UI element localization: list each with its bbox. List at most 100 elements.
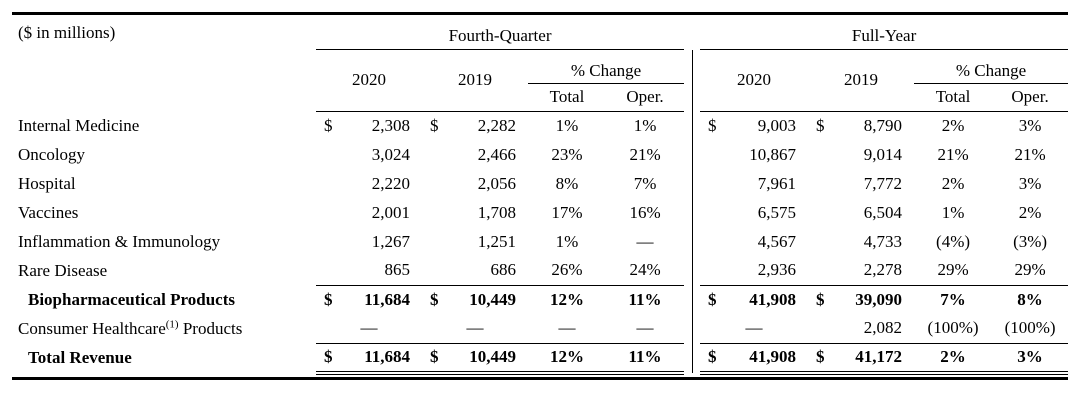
fy-total-change-cell: (100%) bbox=[927, 318, 979, 338]
fy-oper-change-cell: 3% bbox=[1018, 173, 1042, 193]
fq-2020-cell: 1,267 bbox=[371, 231, 410, 251]
currency-symbol: $ bbox=[324, 346, 333, 366]
fy-oper-column-header: Oper. bbox=[992, 83, 1069, 112]
fq-2020-cell: $11,684 bbox=[316, 343, 422, 375]
fy-total-change-cell: 7% bbox=[914, 285, 993, 315]
row-hospital: Hospital 2,220 2,056 8% 7% 7,961 7,772 2… bbox=[12, 169, 1068, 199]
cell-value: 41,908 bbox=[749, 346, 797, 366]
currency-symbol: $ bbox=[816, 115, 825, 135]
fy-total-change-cell: 1% bbox=[941, 202, 965, 222]
cell-value: 39,090 bbox=[855, 289, 903, 309]
cell-value: 10,449 bbox=[469, 346, 516, 366]
fy-2019-cell: $41,172 bbox=[808, 343, 915, 375]
section-gap bbox=[684, 14, 700, 50]
row-consumer-healthcare-products: Consumer Healthcare(1) Products — — — — … bbox=[12, 314, 1068, 344]
fy-2020-cell: $41,908 bbox=[700, 285, 809, 315]
bottom-filler-row bbox=[12, 373, 1068, 379]
fy-total-change-cell: 2% bbox=[941, 173, 965, 193]
fq-2020-cell: $11,684 bbox=[316, 285, 422, 315]
row-label: Consumer Healthcare(1) Products bbox=[12, 315, 316, 344]
fq-total-change-cell: 23% bbox=[551, 144, 583, 164]
fq-2020-column-header: 2020 bbox=[316, 49, 422, 112]
section-divider bbox=[684, 111, 700, 141]
fq-total-change-cell: 17% bbox=[551, 202, 583, 222]
full-year-group-header: Full-Year bbox=[700, 13, 1069, 50]
fy-2019-column-header: 2019 bbox=[808, 49, 915, 112]
label-text: Consumer Healthcare bbox=[18, 318, 166, 338]
fy-2019-cell: 2,082 bbox=[863, 318, 903, 338]
fq-total-change-cell: 1% bbox=[555, 231, 579, 251]
fy-oper-change-cell: 3% bbox=[1018, 115, 1042, 135]
fq-total-change-cell: — bbox=[558, 318, 576, 338]
section-divider bbox=[684, 227, 700, 257]
fy-oper-change-cell: 29% bbox=[1014, 260, 1046, 280]
revenue-table-container: ($ in millions) Fourth-Quarter Full-Year… bbox=[12, 12, 1069, 380]
fy-2019-cell: 6,504 bbox=[863, 202, 903, 222]
fy-2019-cell: 9,014 bbox=[863, 144, 903, 164]
fy-oper-change-cell: 21% bbox=[1014, 144, 1046, 164]
fq-total-change-cell: 12% bbox=[528, 343, 606, 375]
fq-total-change-cell: 1% bbox=[555, 115, 579, 135]
row-biopharmaceutical-products: Biopharmaceutical Products $11,684 $10,4… bbox=[12, 285, 1069, 315]
cell-value: 11,684 bbox=[364, 346, 410, 366]
section-divider bbox=[684, 169, 700, 199]
row-label: Total Revenue bbox=[28, 347, 132, 367]
fq-2019-cell: $10,449 bbox=[422, 285, 528, 315]
currency-symbol: $ bbox=[324, 289, 333, 309]
fq-2019-cell: 1,708 bbox=[477, 202, 516, 222]
group-header-row: ($ in millions) Fourth-Quarter Full-Year bbox=[12, 13, 1069, 50]
currency-symbol: $ bbox=[708, 346, 717, 366]
fy-total-change-cell: (4%) bbox=[936, 231, 971, 251]
row-total-revenue: Total Revenue $11,684 $10,449 12% 11% $4… bbox=[12, 343, 1069, 375]
currency-symbol: $ bbox=[430, 289, 439, 309]
fq-2020-cell: — bbox=[360, 318, 378, 338]
fy-oper-change-cell: 3% bbox=[992, 343, 1069, 375]
section-divider bbox=[684, 256, 700, 286]
row-label: Inflammation & Immunology bbox=[18, 231, 221, 251]
fq-oper-change-cell: 21% bbox=[629, 144, 661, 164]
fy-2020-cell: 2,936 bbox=[757, 260, 797, 280]
row-label: Rare Disease bbox=[18, 260, 108, 280]
row-label: Vaccines bbox=[18, 202, 79, 222]
row-vaccines: Vaccines 2,001 1,708 17% 16% 6,575 6,504… bbox=[12, 198, 1068, 228]
row-label: Biopharmaceutical Products bbox=[28, 289, 235, 309]
currency-symbol: $ bbox=[430, 115, 439, 135]
fq-oper-change-cell: — bbox=[636, 231, 654, 251]
cell-value: 41,172 bbox=[855, 346, 903, 366]
fy-2020-cell: $9,003 bbox=[700, 112, 808, 141]
fy-2020-cell: $41,908 bbox=[700, 343, 809, 375]
fq-oper-change-cell: 11% bbox=[606, 285, 685, 315]
fy-2019-cell: 2,278 bbox=[863, 260, 903, 280]
fq-2019-cell: $10,449 bbox=[422, 343, 528, 375]
fy-2020-cell: 10,867 bbox=[749, 144, 797, 164]
fy-percent-change-header: % Change bbox=[914, 49, 1069, 84]
currency-symbol: $ bbox=[324, 115, 333, 135]
fy-2019-cell: $8,790 bbox=[808, 112, 914, 141]
fy-2020-column-header: 2020 bbox=[700, 49, 809, 112]
fq-2019-cell: 2,466 bbox=[477, 144, 516, 164]
fq-total-change-cell: 26% bbox=[551, 260, 583, 280]
section-divider bbox=[684, 198, 700, 228]
fourth-quarter-group-header: Fourth-Quarter bbox=[316, 13, 685, 50]
fq-2020-cell: 865 bbox=[384, 260, 411, 280]
fq-oper-change-cell: — bbox=[636, 318, 654, 338]
fq-2019-cell: $2,282 bbox=[422, 112, 528, 141]
section-divider bbox=[684, 49, 700, 112]
fy-total-column-header: Total bbox=[914, 83, 993, 112]
fy-oper-change-cell: (3%) bbox=[1013, 231, 1048, 251]
fy-oper-change-cell: 8% bbox=[992, 285, 1069, 315]
currency-symbol: $ bbox=[816, 289, 825, 309]
fq-total-change-cell: 12% bbox=[528, 285, 606, 315]
currency-symbol: $ bbox=[708, 289, 717, 309]
fy-2019-cell: $39,090 bbox=[808, 285, 915, 315]
cell-value: 11,684 bbox=[364, 289, 410, 309]
fq-oper-change-cell: 24% bbox=[629, 260, 661, 280]
fq-2020-cell: 3,024 bbox=[371, 144, 410, 164]
year-header-row: 2020 2019 % Change 2020 2019 % Change bbox=[12, 49, 1069, 112]
row-label: Hospital bbox=[18, 173, 76, 193]
row-label: Oncology bbox=[18, 144, 86, 164]
fy-2019-cell: 7,772 bbox=[863, 173, 903, 193]
cell-value: 10,449 bbox=[469, 289, 516, 309]
fq-oper-change-cell: 7% bbox=[633, 173, 657, 193]
